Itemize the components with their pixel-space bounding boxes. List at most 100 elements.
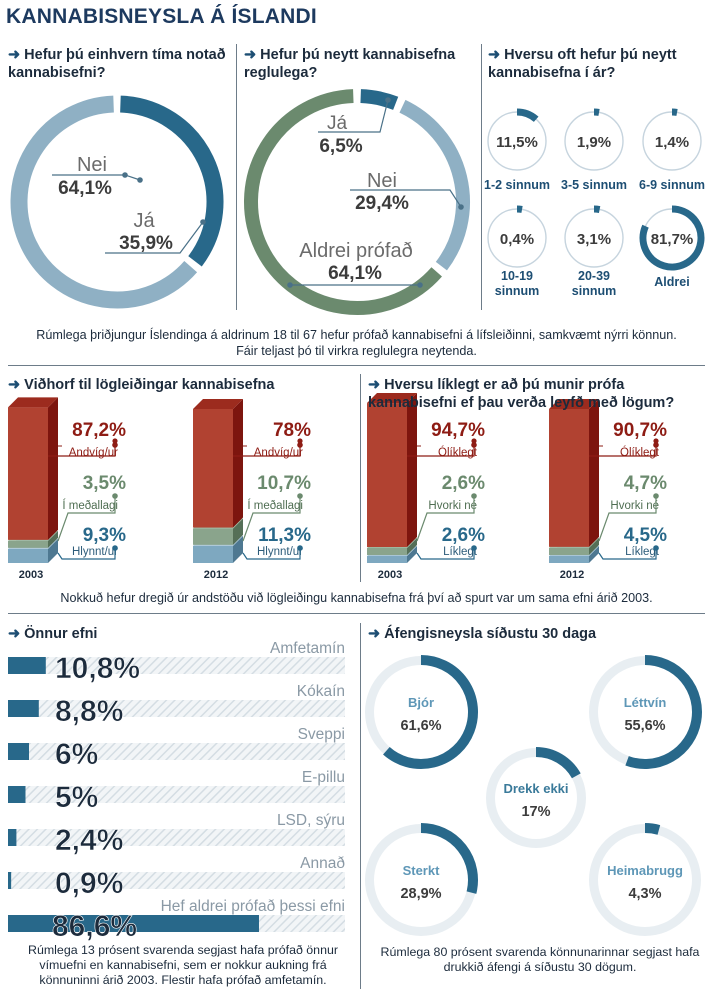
donut-segment-nei — [10, 95, 198, 309]
small-donut-value: 1,9% — [577, 134, 611, 151]
bar-block-front — [8, 548, 48, 563]
leader-line — [57, 548, 116, 560]
donut-value: 28,9% — [400, 886, 441, 902]
bar-block-top — [193, 399, 243, 409]
divider — [8, 613, 705, 614]
small-donut-value: 81,7% — [651, 231, 694, 248]
arrow-right-icon: ➜ — [8, 626, 21, 642]
leader-line — [589, 445, 657, 457]
bar-block-front — [549, 556, 589, 563]
label-ja-value: 6,5% — [319, 136, 362, 157]
bar-track — [8, 657, 345, 674]
section1-caption-2: Fáir teljast þó til virkra reglulegra ne… — [236, 344, 477, 358]
leader-dot — [471, 442, 477, 448]
bar-block-front — [193, 545, 233, 563]
leader-dot — [471, 493, 477, 499]
bar-fill — [8, 743, 29, 760]
bar-category-label: Annað — [300, 855, 345, 872]
leader-dot — [287, 282, 293, 288]
leader-line — [105, 221, 204, 254]
section2-right-heading-text: Hversu líklegt er að þú munir prófa kann… — [368, 377, 675, 411]
small-donut-label: 1-2 sinnum — [484, 178, 550, 192]
leader-dot — [297, 442, 303, 448]
bar-block-front — [367, 403, 407, 547]
bar-fill — [8, 657, 46, 674]
bar-block-side — [48, 538, 58, 563]
bar-block-front — [367, 556, 407, 563]
year-label: 2003 — [19, 569, 43, 581]
bar-category-label: Amfetamín — [270, 640, 345, 657]
donut-inner — [598, 833, 692, 927]
donut-name: Drekk ekki — [503, 781, 568, 796]
bar-value-label: 2,4% — [55, 824, 123, 857]
donut-segment-nei — [399, 99, 470, 271]
category-label: Ólíklegt — [620, 446, 660, 459]
leader-dot — [458, 204, 464, 210]
leader-dot — [297, 438, 303, 444]
category-label: Í meðallagi — [62, 499, 118, 512]
leader-dot — [112, 545, 118, 551]
small-donut-segment — [639, 205, 705, 271]
arrow-right-icon: ➜ — [244, 47, 257, 63]
value-label: 10,7% — [257, 473, 311, 494]
bar-value-label: 10,8% — [55, 652, 140, 685]
bar-category-label: E-pillu — [302, 769, 345, 786]
bar-fill — [8, 786, 26, 803]
category-label: Ólíklegt — [438, 446, 478, 459]
section2-left-heading: ➜ Viðhorf til lögleiðingar kannabisefna — [8, 376, 348, 394]
value-label: 9,3% — [83, 525, 126, 546]
bar-block-side — [233, 535, 243, 563]
bar-track — [8, 829, 345, 846]
leader-line — [318, 99, 389, 133]
leader-line — [350, 189, 462, 208]
donut-inner — [598, 665, 692, 759]
small-donut-label: 6-9 sinnum — [639, 178, 705, 192]
other-drugs-bars: Amfetamín 10,8% Kókaín 8,8% Sveppi 6% E-pillu 5… — [8, 640, 345, 943]
label-ja-name: Já — [327, 113, 348, 134]
bar-block-side — [48, 530, 58, 548]
donut-name: Bjór — [408, 695, 434, 710]
small-donut-label: 10-19 — [501, 269, 533, 283]
donut-inner — [495, 757, 577, 839]
year-label: 2003 — [378, 569, 402, 581]
leader-dot — [297, 493, 303, 499]
donut-segment — [420, 823, 478, 894]
bar-block-front — [193, 528, 233, 545]
divider — [360, 623, 361, 989]
leader-dot — [112, 438, 118, 444]
leader-line — [233, 445, 301, 457]
bar-block-side — [589, 537, 599, 555]
category-label: Líklegt — [625, 546, 660, 558]
arrow-right-icon: ➜ — [488, 47, 501, 63]
value-label: 87,2% — [72, 420, 126, 441]
divider — [481, 44, 482, 310]
leader-dot — [653, 442, 659, 448]
bar-block-front — [8, 407, 48, 540]
section4-caption: Rúmlega 80 prósent svarenda könnunarinna… — [380, 945, 700, 974]
donut-segment-ja — [360, 89, 399, 110]
bar-track — [8, 700, 345, 717]
bar-fill — [8, 872, 12, 889]
leader-line — [57, 496, 116, 542]
value-label: 94,7% — [431, 420, 485, 441]
q1-heading-text: Hefur þú einhvern tíma notað kannabisefn… — [8, 47, 226, 81]
bar-value-label: 86,6% — [52, 910, 137, 943]
bar-block-front — [193, 409, 233, 528]
leader-dot — [137, 177, 143, 183]
bar-block-side — [407, 546, 417, 563]
leader-dot — [653, 438, 659, 444]
bar-block-side — [407, 393, 417, 547]
bar-category-label: Hef aldrei prófað þessi efni — [161, 898, 345, 915]
value-label: 2,6% — [442, 525, 485, 546]
label-nei-value: 64,1% — [58, 178, 112, 199]
bar-value-label: 8,8% — [55, 695, 123, 728]
label-nei-value: 29,4% — [355, 193, 409, 214]
small-donut-label: Aldrei — [654, 275, 689, 289]
year-label: 2012 — [204, 569, 228, 581]
category-label: Hlynnt/ur — [72, 546, 118, 558]
small-donut-value: 1,4% — [655, 134, 689, 151]
section2-right-heading: ➜ Hversu líklegt er að þú munir prófa kan… — [368, 376, 708, 412]
donut-inner — [374, 665, 468, 759]
bar-block-top — [367, 393, 417, 404]
category-label: Andvíg/ur — [69, 447, 118, 459]
